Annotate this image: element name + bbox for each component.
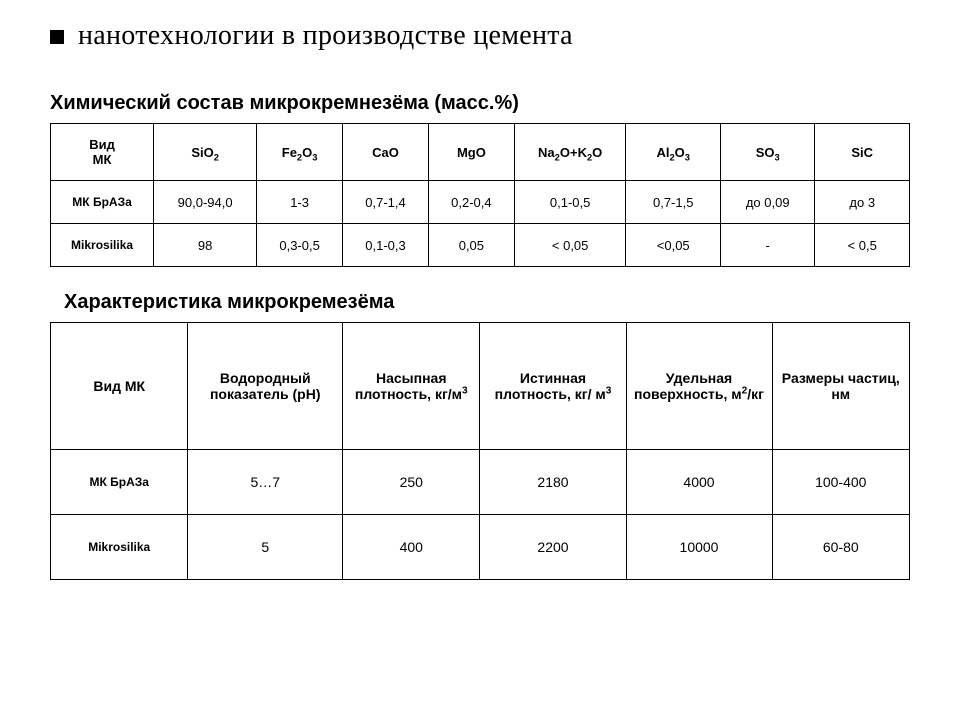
table1-row: МК БрАЗа90,0-94,01-30,7-1,40,2-0,40,1-0,… (51, 181, 910, 224)
table1-header-6: Al2O3 (626, 124, 720, 181)
table-characteristics: Вид МКВодородный показатель (рН)Насыпная… (50, 322, 910, 580)
table1-header-0: ВидМК (51, 124, 154, 181)
table1-cell: 0,05 (428, 224, 514, 267)
table2-row-label: Mikrosilika (51, 515, 188, 580)
table1-header-1: SiO2 (154, 124, 257, 181)
table1-row-label: МК БрАЗа (51, 181, 154, 224)
table1-cell: 0,7-1,5 (626, 181, 720, 224)
table1-row: Mikrosilika980,3-0,50,1-0,30,05< 0,05<0,… (51, 224, 910, 267)
table2-header-row: Вид МКВодородный показатель (рН)Насыпная… (51, 323, 910, 450)
table1-cell: 0,3-0,5 (257, 224, 343, 267)
table2-header-1: Водородный показатель (рН) (188, 323, 343, 450)
table2-header-2: Насыпная плотность, кг/м3 (343, 323, 480, 450)
table2-row: Mikrosilika540022001000060-80 (51, 515, 910, 580)
table2-cell: 5 (188, 515, 343, 580)
table-chemical-composition: ВидМКSiO2Fe2O3CaOMgONa2O+K2OAl2O3SO3SiC … (50, 123, 910, 267)
table2-cell: 250 (343, 450, 480, 515)
table1-cell: - (720, 224, 814, 267)
table1-cell: <0,05 (626, 224, 720, 267)
table1-cell: 0,1-0,3 (343, 224, 429, 267)
table1-header-8: SiC (815, 124, 910, 181)
table1-row-label: Mikrosilika (51, 224, 154, 267)
table1-header-row: ВидМКSiO2Fe2O3CaOMgONa2O+K2OAl2O3SO3SiC (51, 124, 910, 181)
table2-cell: 2200 (480, 515, 626, 580)
table1-cell: 1-3 (257, 181, 343, 224)
table2-header-4: Удельная поверхность, м2/кг (626, 323, 772, 450)
table2-header-5: Размеры частиц, нм (772, 323, 909, 450)
table2-header-0: Вид МК (51, 323, 188, 450)
bullet-icon (50, 30, 64, 44)
table1-header-3: CaO (343, 124, 429, 181)
table1-header-7: SO3 (720, 124, 814, 181)
page-title: нанотехнологии в производстве цемента (78, 20, 573, 52)
table2-row-label: МК БрАЗа (51, 450, 188, 515)
table1-cell: < 0,5 (815, 224, 910, 267)
table1-cell: 0,7-1,4 (343, 181, 429, 224)
table2-cell: 100-400 (772, 450, 909, 515)
table2-cell: 10000 (626, 515, 772, 580)
section2-heading: Характеристика микрокремезёма (64, 291, 910, 314)
table2-cell: 2180 (480, 450, 626, 515)
table1-cell: до 0,09 (720, 181, 814, 224)
table1-cell: 90,0-94,0 (154, 181, 257, 224)
table2-cell: 5…7 (188, 450, 343, 515)
table2-cell: 4000 (626, 450, 772, 515)
table1-cell: 0,1-0,5 (514, 181, 626, 224)
title-row: нанотехнологии в производстве цемента (50, 20, 910, 52)
table1-cell: 0,2-0,4 (428, 181, 514, 224)
table1-cell: 98 (154, 224, 257, 267)
table2-cell: 400 (343, 515, 480, 580)
table2-cell: 60-80 (772, 515, 909, 580)
table1-cell: < 0,05 (514, 224, 626, 267)
table2-header-3: Истинная плотность, кг/ м3 (480, 323, 626, 450)
page: нанотехнологии в производстве цемента Хи… (0, 0, 960, 610)
table2-row: МК БрАЗа5…725021804000100-400 (51, 450, 910, 515)
table1-header-4: MgO (428, 124, 514, 181)
table1-header-5: Na2O+K2O (514, 124, 626, 181)
table1-cell: до 3 (815, 181, 910, 224)
section1-heading: Химический состав микрокремнезёма (масс.… (50, 92, 910, 115)
table1-header-2: Fe2O3 (257, 124, 343, 181)
